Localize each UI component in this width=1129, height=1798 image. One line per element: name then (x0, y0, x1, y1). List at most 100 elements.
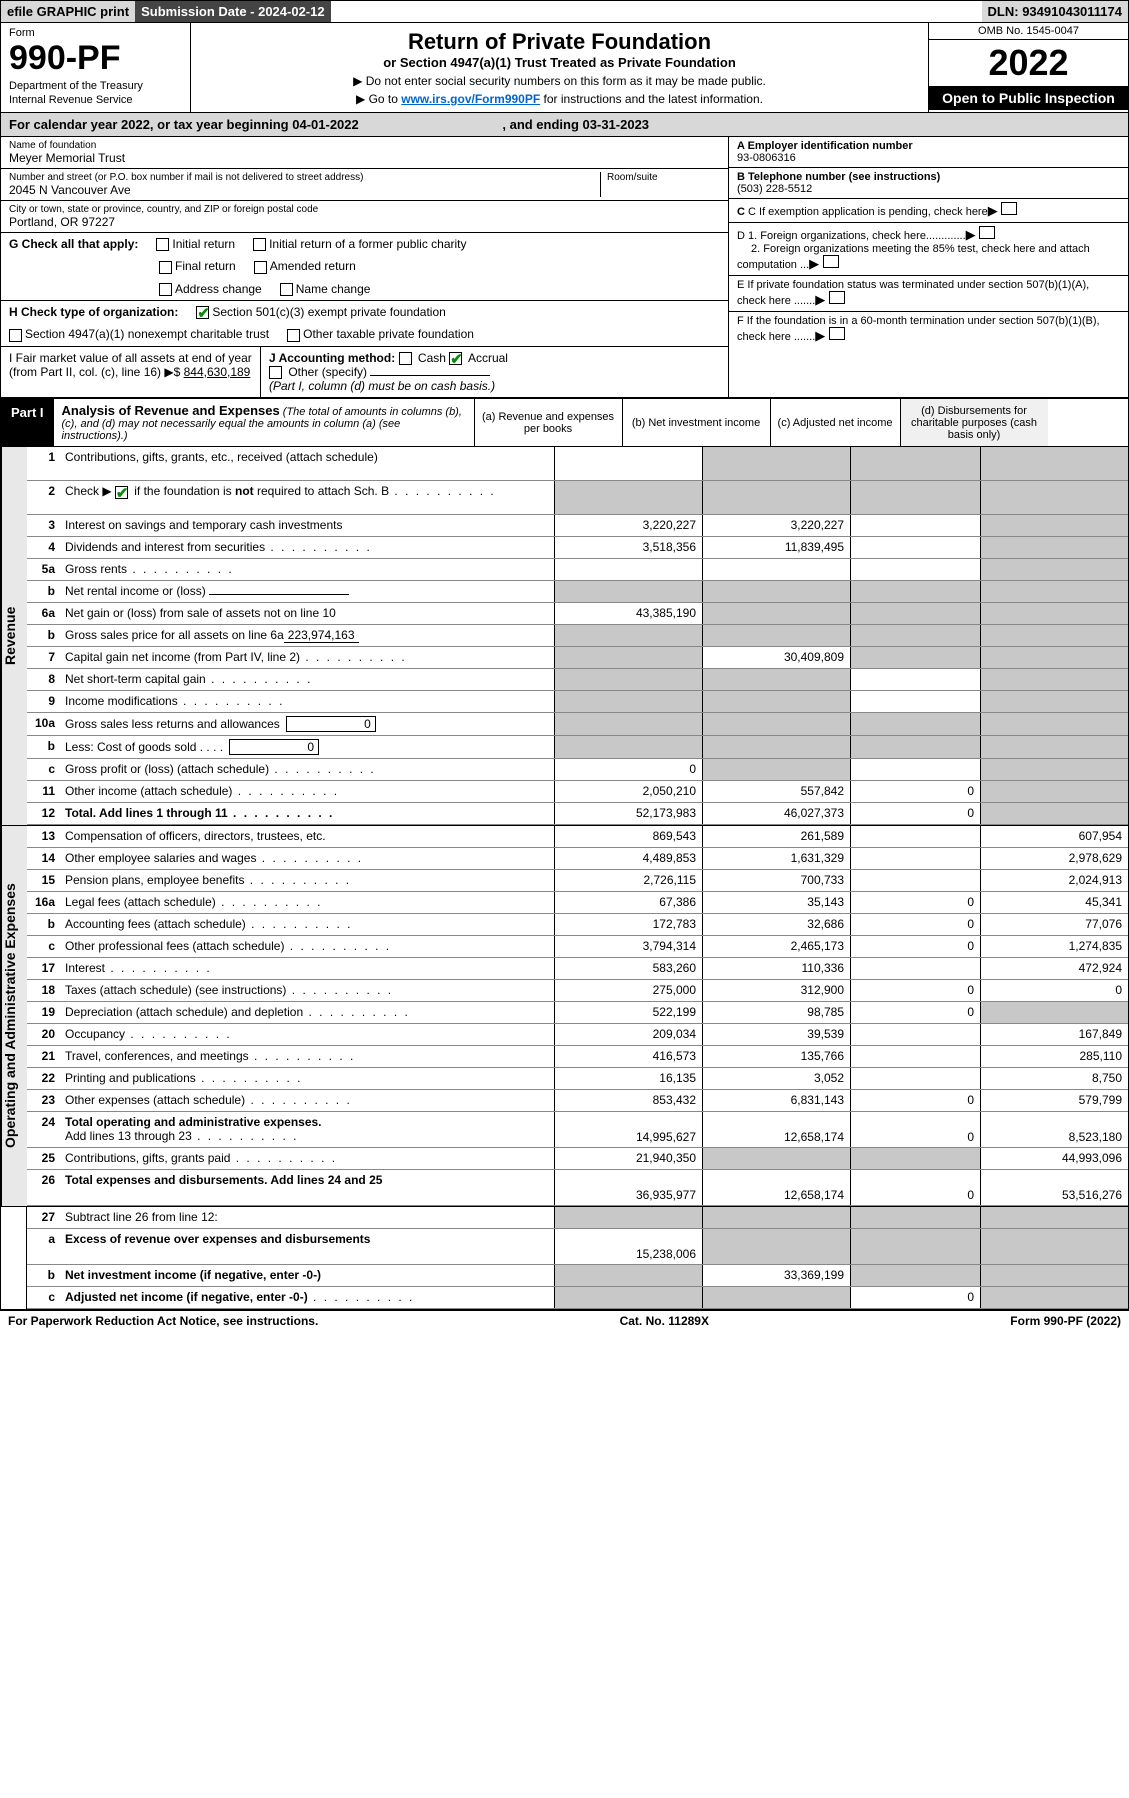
d2-label: 2. Foreign organizations meeting the 85%… (737, 243, 1090, 271)
table-row: 19Depreciation (attach schedule) and dep… (27, 1002, 1128, 1024)
dept-irs: Internal Revenue Service (9, 94, 182, 106)
checkbox-icon[interactable] (823, 255, 839, 268)
checkbox-icon[interactable] (979, 226, 995, 239)
h-4947[interactable]: Section 4947(a)(1) nonexempt charitable … (9, 327, 269, 341)
j-other[interactable]: Other (specify) (269, 365, 367, 379)
omb-number: OMB No. 1545-0047 (929, 23, 1128, 40)
line27-rows: 27Subtract line 26 from line 12: aExcess… (27, 1207, 1128, 1309)
checkbox-icon (280, 283, 293, 296)
foundation-name: Meyer Memorial Trust (9, 151, 720, 165)
table-row: 26Total expenses and disbursements. Add … (27, 1170, 1128, 1206)
page-footer: For Paperwork Reduction Act Notice, see … (0, 1310, 1129, 1331)
checkbox-icon (399, 352, 412, 365)
revenue-side-label: Revenue (1, 447, 27, 825)
table-row: 18Taxes (attach schedule) (see instructi… (27, 980, 1128, 1002)
c-box: C C If exemption application is pending,… (729, 199, 1128, 223)
j-cash[interactable]: Cash (399, 351, 446, 365)
info-left: Name of foundation Meyer Memorial Trust … (1, 137, 728, 397)
expenses-table: Operating and Administrative Expenses 13… (1, 825, 1128, 1206)
g-check-row: G Check all that apply: Initial return I… (1, 233, 728, 301)
ein-value: 93-0806316 (737, 152, 796, 164)
dept-treasury: Department of the Treasury (9, 80, 182, 92)
checkbox-checked-icon (196, 306, 209, 319)
foundation-name-box: Name of foundation Meyer Memorial Trust (1, 137, 728, 169)
room-label: Room/suite (607, 172, 720, 183)
line27-table: 27Subtract line 26 from line 12: aExcess… (1, 1206, 1128, 1309)
g-label: G Check all that apply: (9, 237, 138, 251)
checkbox-checked-icon[interactable] (115, 486, 128, 499)
g-initial-return[interactable]: Initial return (156, 237, 235, 251)
checkbox-icon[interactable] (829, 291, 845, 304)
form-subtitle: or Section 4947(a)(1) Trust Treated as P… (197, 55, 922, 70)
g-amended[interactable]: Amended return (254, 259, 356, 273)
efile-label: efile GRAPHIC print (1, 1, 135, 22)
form-container: efile GRAPHIC print Submission Date - 20… (0, 0, 1129, 1310)
table-row: 1Contributions, gifts, grants, etc., rec… (27, 447, 1128, 481)
g-name-change[interactable]: Name change (280, 282, 371, 296)
table-row: 11Other income (attach schedule)2,050,21… (27, 781, 1128, 803)
checkbox-icon (156, 238, 169, 251)
cal-begin: 04-01-2022 (292, 117, 359, 132)
h-501c3[interactable]: Section 501(c)(3) exempt private foundat… (196, 305, 445, 319)
cal-pre: For calendar year 2022, or tax year begi… (9, 117, 292, 132)
table-row: 7Capital gain net income (from Part IV, … (27, 647, 1128, 669)
f-box: F If the foundation is in a 60-month ter… (729, 312, 1128, 347)
table-row: 15Pension plans, employee benefits2,726,… (27, 870, 1128, 892)
addr-label: Number and street (or P.O. box number if… (9, 172, 600, 183)
cat-no: Cat. No. 11289X (620, 1314, 709, 1328)
e-label: E If private foundation status was termi… (737, 279, 1089, 307)
instructions-link[interactable]: www.irs.gov/Form990PF (401, 92, 540, 106)
h-label: H Check type of organization: (9, 305, 178, 319)
j-note: (Part I, column (d) must be on cash basi… (269, 379, 495, 393)
goto-post: for instructions and the latest informat… (540, 92, 763, 106)
ein-box: A Employer identification number 93-0806… (729, 137, 1128, 168)
checkbox-icon (159, 283, 172, 296)
form-word: Form (9, 27, 182, 39)
phone-box: B Telephone number (see instructions) (5… (729, 168, 1128, 199)
a-label: A Employer identification number (737, 140, 913, 152)
dln-label: DLN: 93491043011174 (982, 1, 1128, 22)
table-row: 6aNet gain or (loss) from sale of assets… (27, 603, 1128, 625)
h-other-taxable[interactable]: Other taxable private foundation (287, 327, 474, 341)
tax-year: 2022 (929, 40, 1128, 86)
checkbox-icon (159, 261, 172, 274)
d-box: D 1. Foreign organizations, check here..… (729, 223, 1128, 276)
table-row: bNet investment income (if negative, ent… (27, 1265, 1128, 1287)
table-row: 3Interest on savings and temporary cash … (27, 515, 1128, 537)
address-box: Number and street (or P.O. box number if… (1, 169, 728, 201)
city-box: City or town, state or province, country… (1, 201, 728, 233)
i-j-row: I Fair market value of all assets at end… (1, 346, 728, 398)
info-right: A Employer identification number 93-0806… (728, 137, 1128, 397)
part1-title: Analysis of Revenue and Expenses (62, 403, 280, 418)
j-accrual[interactable]: Accrual (449, 351, 508, 365)
checkbox-icon[interactable] (1001, 202, 1017, 215)
cal-mid: , and ending (502, 117, 582, 132)
g-address-change[interactable]: Address change (159, 282, 262, 296)
d1-label: D 1. Foreign organizations, check here..… (737, 230, 966, 242)
header-right: OMB No. 1545-0047 2022 Open to Public In… (928, 23, 1128, 112)
gross-sales-price: 223,974,163 (284, 628, 359, 643)
i-box: I Fair market value of all assets at end… (1, 347, 261, 398)
table-row: bLess: Cost of goods sold . . . .0 (27, 736, 1128, 759)
table-row: 13Compensation of officers, directors, t… (27, 826, 1128, 848)
city-state-zip: Portland, OR 97227 (9, 215, 720, 229)
table-row: cAdjusted net income (if negative, enter… (27, 1287, 1128, 1309)
table-row: 21Travel, conferences, and meetings416,5… (27, 1046, 1128, 1068)
table-row: 2Check ▶ if the foundation is not requir… (27, 481, 1128, 515)
table-row: 8Net short-term capital gain (27, 669, 1128, 691)
g-initial-former[interactable]: Initial return of a former public charit… (253, 237, 466, 251)
name-label: Name of foundation (9, 140, 720, 151)
table-row: cOther professional fees (attach schedul… (27, 936, 1128, 958)
part1-header: Part I Analysis of Revenue and Expenses … (1, 398, 1128, 447)
g-final-return[interactable]: Final return (159, 259, 236, 273)
checkbox-icon[interactable] (829, 327, 845, 340)
table-row: aExcess of revenue over expenses and dis… (27, 1229, 1128, 1265)
b-label: B Telephone number (see instructions) (737, 171, 940, 183)
j-label: J Accounting method: (269, 351, 395, 365)
table-row: cGross profit or (loss) (attach schedule… (27, 759, 1128, 781)
form-title: Return of Private Foundation (197, 29, 922, 55)
open-to-public: Open to Public Inspection (929, 86, 1128, 110)
revenue-rows: 1Contributions, gifts, grants, etc., rec… (27, 447, 1128, 825)
table-row: 5aGross rents (27, 559, 1128, 581)
header-left: Form 990-PF Department of the Treasury I… (1, 23, 191, 112)
